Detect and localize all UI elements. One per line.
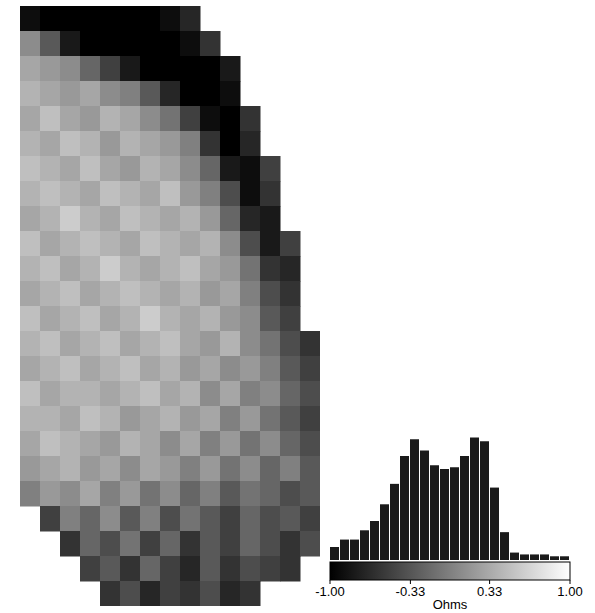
- svg-text:-1.00: -1.00: [315, 584, 345, 599]
- svg-text:0.33: 0.33: [477, 584, 502, 599]
- svg-text:1.00: 1.00: [557, 584, 582, 599]
- svg-text:-0.33: -0.33: [396, 584, 426, 599]
- svg-text:Ohms: Ohms: [433, 597, 468, 612]
